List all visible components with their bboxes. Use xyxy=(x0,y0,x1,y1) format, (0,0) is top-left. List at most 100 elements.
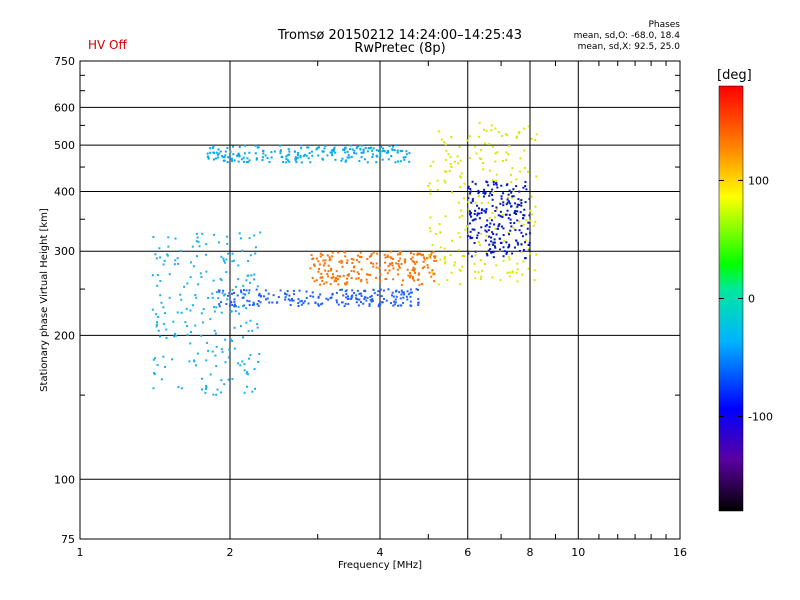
echo-point xyxy=(430,275,433,278)
echo-point xyxy=(409,274,412,277)
echo-point xyxy=(506,251,509,254)
echo-point xyxy=(389,250,392,253)
echo-point xyxy=(317,295,320,298)
echo-point xyxy=(488,194,491,197)
echo-point xyxy=(444,215,447,218)
echo-point xyxy=(335,291,338,294)
echo-point xyxy=(238,155,241,158)
echo-point xyxy=(436,179,439,182)
echo-point xyxy=(410,291,413,294)
echo-point xyxy=(168,273,171,276)
echo-point xyxy=(372,288,375,291)
echo-point xyxy=(467,185,470,188)
y-tick-label: 300 xyxy=(54,245,75,258)
echo-point xyxy=(329,283,332,286)
echo-point xyxy=(523,208,526,211)
echo-point xyxy=(491,251,494,254)
echo-point xyxy=(406,298,409,301)
echo-point xyxy=(468,222,471,225)
echo-point xyxy=(331,255,334,258)
echo-point xyxy=(243,369,246,372)
echo-point xyxy=(226,235,229,238)
echo-point xyxy=(485,224,488,227)
echo-point xyxy=(450,165,453,168)
echo-point xyxy=(458,268,461,271)
echo-point xyxy=(209,151,212,154)
echo-point xyxy=(418,272,421,275)
echo-point xyxy=(398,266,401,269)
echo-point xyxy=(292,289,295,292)
echo-point xyxy=(297,302,300,305)
echo-point xyxy=(357,145,360,148)
echo-point xyxy=(496,186,499,189)
echo-point xyxy=(156,364,159,367)
echo-point xyxy=(404,261,407,264)
echo-point xyxy=(245,372,248,375)
echo-point xyxy=(282,160,285,163)
echo-point xyxy=(378,302,381,305)
echo-point xyxy=(505,151,508,154)
echo-point xyxy=(485,234,488,237)
echo-point xyxy=(262,149,265,152)
echo-point xyxy=(331,148,334,151)
echo-point xyxy=(362,149,365,152)
echo-point xyxy=(297,304,300,307)
echo-point xyxy=(250,274,253,277)
echo-point xyxy=(317,260,320,263)
echo-point xyxy=(233,326,236,329)
echo-point xyxy=(294,156,297,159)
echo-point xyxy=(485,230,488,233)
echo-point xyxy=(474,218,477,221)
echo-point xyxy=(337,283,340,286)
echo-point xyxy=(360,256,363,259)
echo-point xyxy=(399,160,402,163)
echo-point xyxy=(369,295,372,298)
echo-point xyxy=(385,277,388,280)
echo-point xyxy=(402,291,405,294)
echo-point xyxy=(522,223,525,226)
echo-point xyxy=(393,300,396,303)
echo-point xyxy=(386,254,389,257)
echo-point xyxy=(247,260,250,263)
echo-point xyxy=(244,293,247,296)
echo-point xyxy=(320,276,323,279)
echo-point xyxy=(168,296,171,299)
echo-point xyxy=(271,301,274,304)
echo-point xyxy=(460,209,463,212)
echo-point xyxy=(508,243,511,246)
echo-point xyxy=(370,146,373,149)
echo-point xyxy=(247,160,250,163)
echo-point xyxy=(392,145,395,148)
echo-point xyxy=(390,155,393,158)
echo-point xyxy=(171,358,174,361)
echo-point xyxy=(396,151,399,154)
echo-point xyxy=(237,264,240,267)
echo-point xyxy=(528,214,531,217)
echo-point xyxy=(433,255,436,258)
echo-point xyxy=(334,151,337,154)
echo-point xyxy=(444,181,447,184)
echo-point xyxy=(222,159,225,162)
echo-point xyxy=(432,273,435,276)
echo-point xyxy=(366,281,369,284)
echo-point xyxy=(534,220,537,223)
echo-point xyxy=(365,278,368,281)
echo-point xyxy=(262,152,265,155)
echo-point xyxy=(357,304,360,307)
echo-point xyxy=(487,201,490,204)
echo-point xyxy=(255,157,258,160)
echo-point xyxy=(231,159,234,162)
echo-point xyxy=(243,363,246,366)
echo-point xyxy=(196,236,199,239)
echo-point xyxy=(267,292,270,295)
echo-point xyxy=(486,254,489,257)
echo-point xyxy=(399,250,402,253)
echo-point xyxy=(396,268,399,271)
echo-point xyxy=(172,320,175,323)
echo-point xyxy=(491,198,494,201)
echo-point xyxy=(253,278,256,281)
echo-point xyxy=(215,365,218,368)
echo-point xyxy=(426,264,429,267)
echo-point xyxy=(378,303,381,306)
echo-point xyxy=(336,301,339,304)
